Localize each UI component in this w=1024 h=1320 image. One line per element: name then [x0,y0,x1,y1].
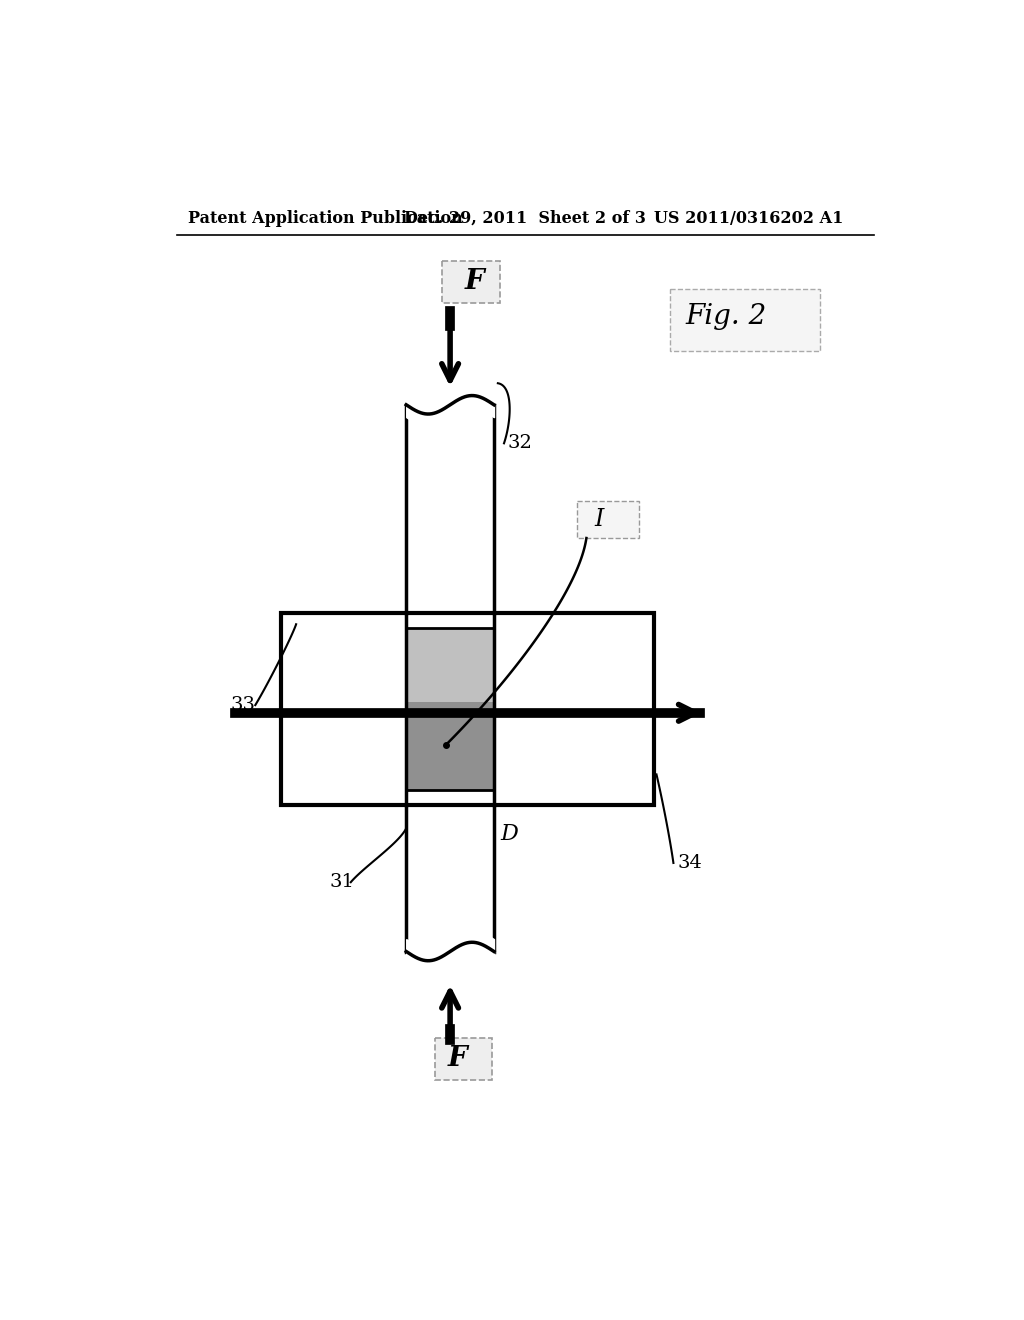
Bar [407,805,495,952]
Bar [442,261,500,304]
Text: F: F [447,1045,468,1072]
Text: 31: 31 [330,874,354,891]
Text: Fig. 2: Fig. 2 [685,302,766,330]
Bar [281,612,654,805]
Bar [407,702,495,789]
Text: D: D [500,824,518,846]
Text: I: I [594,508,603,531]
Bar [670,289,819,351]
Text: F: F [464,268,484,296]
Text: 34: 34 [677,854,702,873]
Bar [578,502,639,539]
Bar [407,628,495,702]
Text: Patent Application Publication: Patent Application Publication [188,210,463,227]
Bar [281,612,654,805]
Text: 33: 33 [230,696,256,714]
Text: Dec. 29, 2011  Sheet 2 of 3: Dec. 29, 2011 Sheet 2 of 3 [403,210,646,227]
Bar [435,1038,493,1080]
Text: 32: 32 [508,434,532,453]
Text: US 2011/0316202 A1: US 2011/0316202 A1 [654,210,844,227]
Bar [407,405,495,612]
